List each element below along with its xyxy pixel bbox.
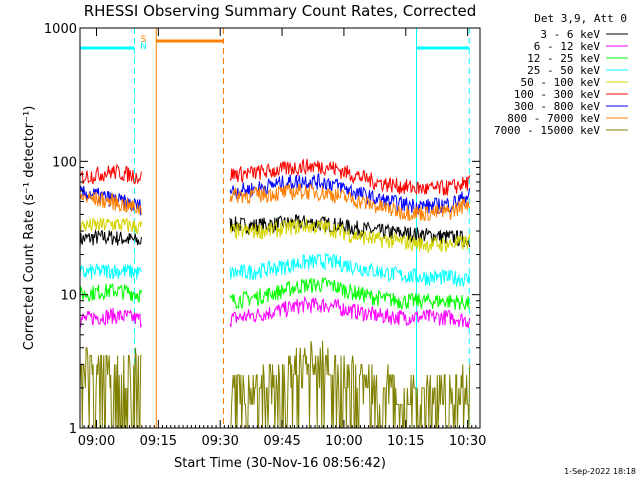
- legend-label-6: 300 - 800 keV: [514, 100, 600, 113]
- series-line-0-1: [229, 214, 471, 248]
- series-8: [79, 340, 471, 429]
- series-line-4-0: [79, 217, 142, 234]
- flag-N: N: [140, 42, 147, 52]
- series-1: [79, 295, 471, 329]
- plot-frame: [79, 27, 481, 429]
- series-2: [79, 277, 471, 311]
- x-tick-label-3: 09:45: [263, 434, 300, 449]
- series-line-6-1: [229, 172, 471, 216]
- series-line-0-0: [79, 228, 142, 249]
- series-line-5-0: [79, 163, 142, 185]
- series-line-3-0: [79, 263, 142, 280]
- x-tick-label-2: 09:30: [201, 434, 238, 449]
- series-0: [79, 214, 471, 249]
- flag-S: S: [141, 35, 147, 45]
- x-axis-label: Start Time (30-Nov-16 08:56:42): [174, 456, 386, 471]
- series-line-2-1: [229, 277, 471, 311]
- series-line-3-1: [229, 253, 471, 287]
- legend-label-7: 800 - 7000 keV: [507, 112, 600, 125]
- series-layer: [79, 158, 471, 429]
- y-tick-label-2: 100: [52, 155, 77, 170]
- y-tick-label-3: 1000: [44, 22, 77, 37]
- series-line-7-0: [79, 192, 142, 216]
- legend-label-1: 6 - 12 keV: [534, 40, 601, 53]
- series-line-1-1: [229, 295, 471, 329]
- legend-label-5: 100 - 300 keV: [514, 88, 600, 101]
- x-tick-label-0: 09:00: [78, 434, 115, 449]
- x-tick-label-5: 10:15: [387, 434, 424, 449]
- series-line-8-1: [230, 340, 471, 429]
- series-4: [79, 217, 471, 253]
- series-line-8-0: [79, 347, 142, 429]
- legend-label-4: 50 - 100 keV: [521, 76, 601, 89]
- legend-header: Det 3,9, Att 0: [534, 12, 627, 25]
- series-line-7-1: [229, 183, 471, 222]
- y-tick-label-1: 10: [60, 289, 77, 304]
- footer-timestamp: 1-Sep-2022 18:18: [564, 467, 636, 476]
- y-tick-label-0: 1: [69, 422, 77, 437]
- night-saa-markers: SN: [80, 28, 470, 428]
- legend-label-8: 7000 - 15000 keV: [494, 124, 600, 137]
- x-tick-label-4: 10:00: [325, 434, 362, 449]
- legend-label-0: 3 - 6 keV: [540, 28, 600, 41]
- x-axis: 09:00 09:15 09:30 09:45 10:00 10:15 10:30: [78, 28, 486, 449]
- x-tick-label-6: 10:30: [449, 434, 486, 449]
- series-5: [79, 158, 471, 196]
- chart-title: RHESSI Observing Summary Count Rates, Co…: [84, 2, 477, 20]
- series-line-2-0: [79, 283, 142, 303]
- y-axis-label: Corrected Count Rate (s⁻¹ detector⁻¹): [22, 106, 37, 351]
- series-3: [79, 253, 471, 287]
- series-line-1-0: [79, 307, 142, 328]
- y-axis: 1 10 100 1000: [44, 22, 480, 437]
- series-7: [79, 183, 471, 222]
- legend-label-2: 12 - 25 keV: [527, 52, 600, 65]
- legend-label-3: 25 - 50 keV: [527, 64, 600, 77]
- series-line-4-1: [229, 218, 471, 253]
- series-line-5-1: [229, 158, 471, 196]
- x-tick-label-1: 09:15: [140, 434, 177, 449]
